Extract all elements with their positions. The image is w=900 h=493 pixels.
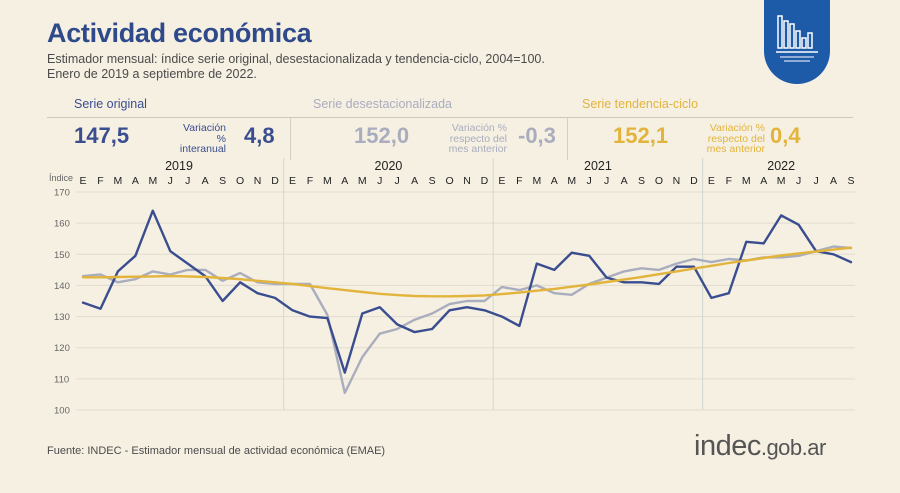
panel-value: 152,1 bbox=[613, 123, 669, 148]
y-tick-label: 110 bbox=[54, 374, 69, 385]
panel-value: 152,0 bbox=[354, 123, 410, 148]
month-tick-label: S bbox=[638, 175, 645, 187]
month-tick-label: N bbox=[463, 175, 471, 187]
month-tick-label: N bbox=[673, 175, 681, 187]
month-tick-label: F bbox=[726, 175, 732, 187]
month-tick-label: A bbox=[830, 175, 837, 187]
panel-serie-desestacionalizada: Serie desestacionalizada 152,0 Variación… bbox=[313, 97, 563, 155]
month-tick-label: A bbox=[341, 175, 348, 187]
month-tick-label: S bbox=[847, 175, 854, 187]
panel-top-rule bbox=[47, 117, 853, 118]
month-tick-label: S bbox=[219, 175, 226, 187]
y-tick-label: 130 bbox=[54, 312, 70, 323]
month-tick-label: D bbox=[690, 175, 698, 187]
panel-var-label: Variación % interanual bbox=[179, 122, 226, 155]
panel-var-label: Variación % respecto del mes anterior bbox=[448, 122, 507, 155]
page-title: Actividad económica bbox=[47, 18, 312, 48]
month-tick-label: M bbox=[777, 175, 786, 187]
month-tick-label: M bbox=[114, 175, 123, 187]
year-label: 2019 bbox=[165, 159, 193, 173]
panel-value: 147,5 bbox=[74, 123, 130, 148]
y-tick-label: 100 bbox=[54, 406, 70, 417]
chart-logo-badge bbox=[764, 0, 830, 84]
month-tick-label: M bbox=[742, 175, 751, 187]
month-tick-label: J bbox=[587, 175, 592, 187]
year-label: 2022 bbox=[767, 159, 795, 173]
year-label: 2021 bbox=[584, 159, 612, 173]
subtitle-line-2: Enero de 2019 a septiembre de 2022. bbox=[47, 67, 257, 81]
panel-name: Serie desestacionalizada bbox=[313, 97, 452, 111]
month-tick-label: A bbox=[760, 175, 767, 187]
y-tick-label: 160 bbox=[54, 219, 70, 230]
month-tick-label: F bbox=[516, 175, 522, 187]
month-tick-label: M bbox=[532, 175, 541, 187]
month-tick-label: E bbox=[498, 175, 505, 187]
month-tick-label: J bbox=[185, 175, 190, 187]
y-axis-label: Índice bbox=[49, 173, 73, 183]
panel-name: Serie original bbox=[74, 97, 147, 111]
subtitle-line-1: Estimador mensual: índice serie original… bbox=[47, 52, 545, 66]
month-tick-label: J bbox=[377, 175, 382, 187]
indec-logo: indec.gob.ar bbox=[694, 430, 826, 463]
brand-suffix: .gob.ar bbox=[760, 435, 827, 460]
month-tick-label: F bbox=[97, 175, 103, 187]
month-tick-label: O bbox=[655, 175, 663, 187]
brand-main: indec bbox=[694, 430, 761, 462]
month-tick-label: O bbox=[445, 175, 453, 187]
month-tick-label: E bbox=[289, 175, 296, 187]
month-tick-label: S bbox=[429, 175, 436, 187]
source-note: Fuente: INDEC - Estimador mensual de act… bbox=[47, 445, 386, 457]
panel-var-value: 4,8 bbox=[244, 123, 275, 148]
month-tick-label: M bbox=[323, 175, 332, 187]
panel-var-value: -0,3 bbox=[518, 123, 556, 148]
panel-divider bbox=[290, 118, 291, 160]
bar-chart-icon bbox=[776, 15, 818, 62]
year-label: 2020 bbox=[375, 159, 403, 173]
line-chart: 100 110 120 130 140 150 160 170 Índice 2019 2020 20… bbox=[49, 158, 855, 417]
month-tick-label: A bbox=[621, 175, 628, 187]
y-tick-label: 140 bbox=[54, 281, 70, 292]
month-tick-label: M bbox=[358, 175, 367, 187]
month-tick-label: J bbox=[395, 175, 400, 187]
month-tick-label: A bbox=[202, 175, 209, 187]
month-tick-label: D bbox=[481, 175, 489, 187]
panel-divider bbox=[567, 118, 568, 160]
series-line-desestacionalizada bbox=[81, 245, 853, 395]
panel-serie-original: Serie original 147,5 Variación % interanu… bbox=[74, 97, 284, 155]
month-tick-label: F bbox=[307, 175, 313, 187]
month-tick-label: J bbox=[168, 175, 173, 187]
y-tick-label: 120 bbox=[54, 343, 70, 354]
month-tick-label: M bbox=[148, 175, 157, 187]
month-tick-label: A bbox=[132, 175, 139, 187]
y-tick-label: 170 bbox=[54, 188, 70, 199]
panel-var-label: Variación % respecto del mes anterior bbox=[706, 122, 765, 155]
month-tick-label: E bbox=[708, 175, 715, 187]
month-tick-label: O bbox=[236, 175, 244, 187]
month-tick-label: A bbox=[411, 175, 418, 187]
month-tick-label: A bbox=[551, 175, 558, 187]
series-line-original bbox=[81, 209, 853, 374]
panel-name: Serie tendencia-ciclo bbox=[582, 97, 699, 111]
subtitle: Estimador mensual: índice serie original… bbox=[47, 52, 545, 82]
series-line-tendencia-ciclo bbox=[81, 246, 853, 298]
panel-serie-tendencia-ciclo: Serie tendencia-ciclo 152,1 Variación % r… bbox=[582, 97, 852, 155]
month-tick-label: D bbox=[271, 175, 279, 187]
month-tick-label: N bbox=[254, 175, 262, 187]
month-tick-label: M bbox=[567, 175, 576, 187]
panel-var-value: 0,4 bbox=[770, 123, 801, 148]
month-tick-label: J bbox=[796, 175, 801, 187]
month-tick-label: J bbox=[604, 175, 609, 187]
month-tick-label: J bbox=[813, 175, 818, 187]
y-tick-label: 150 bbox=[54, 250, 70, 261]
month-tick-label: E bbox=[79, 175, 86, 187]
